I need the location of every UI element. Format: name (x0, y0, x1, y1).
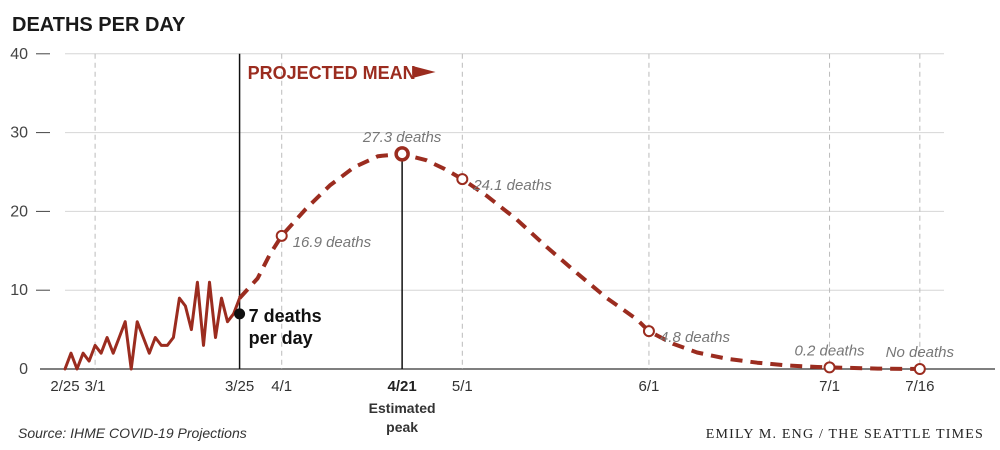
x-tick-label: 7/16 (905, 378, 934, 395)
data-point-marker (456, 173, 469, 186)
data-point-marker (275, 229, 288, 242)
x-tick-label: 5/1 (452, 378, 473, 395)
peak-note: peak (386, 419, 418, 435)
x-tick-label: 6/1 (639, 378, 660, 395)
data-point-marker (913, 363, 926, 375)
y-tick-label: 10 (10, 282, 28, 299)
actual-series-line (63, 280, 242, 371)
x-tick-label: 7/1 (819, 378, 840, 395)
y-axis-ticks: 0 10 20 30 40 (10, 46, 50, 378)
y-tick-label: 40 (10, 46, 28, 63)
current-value-label: 7 deaths (249, 306, 322, 326)
gridlines (40, 53, 995, 370)
y-tick-label: 20 (10, 203, 28, 220)
y-tick-label: 0 (19, 361, 28, 378)
x-tick-label: 3/25 (225, 378, 254, 395)
projected-series-line (238, 151, 920, 371)
credit-line: EMILY M. ENG / THE SEATTLE TIMES (706, 427, 984, 442)
projected-arrow-icon (412, 66, 436, 78)
data-point-marker (394, 146, 410, 162)
x-tick-label: 4/21 (388, 378, 417, 395)
data-callout-label: 16.9 deaths (293, 234, 372, 251)
projected-mean-label: PROJECTED MEAN (248, 63, 416, 83)
x-axis-ticks: 2/25 3/1 3/25 4/1 4/21 5/1 6/1 7/1 7/16 (50, 378, 934, 395)
data-callout-label: No deaths (886, 344, 955, 361)
chart-title: DEATHS PER DAY (12, 14, 186, 36)
current-value-marker (234, 308, 246, 320)
source-note: Source: IHME COVID-19 Projections (18, 425, 247, 441)
data-point-marker (642, 325, 655, 338)
x-tick-label: 4/1 (271, 378, 292, 395)
peak-note: Estimated (369, 400, 436, 416)
data-callout-label: 24.1 deaths (472, 177, 552, 194)
x-tick-label: 3/1 (85, 378, 106, 395)
x-tick-label: 2/25 (50, 378, 79, 395)
data-callout-label: 27.3 deaths (362, 129, 442, 146)
current-value-label: per day (249, 328, 313, 348)
y-tick-label: 30 (10, 125, 28, 142)
series-lines (63, 151, 920, 371)
data-point-marker (823, 361, 836, 374)
data-callout-label: 0.2 deaths (795, 342, 866, 359)
callouts: 16.9 deaths 27.3 deaths 24.1 deaths 4.8 dea… (275, 129, 955, 375)
data-callout-label: 4.8 deaths (660, 329, 731, 346)
